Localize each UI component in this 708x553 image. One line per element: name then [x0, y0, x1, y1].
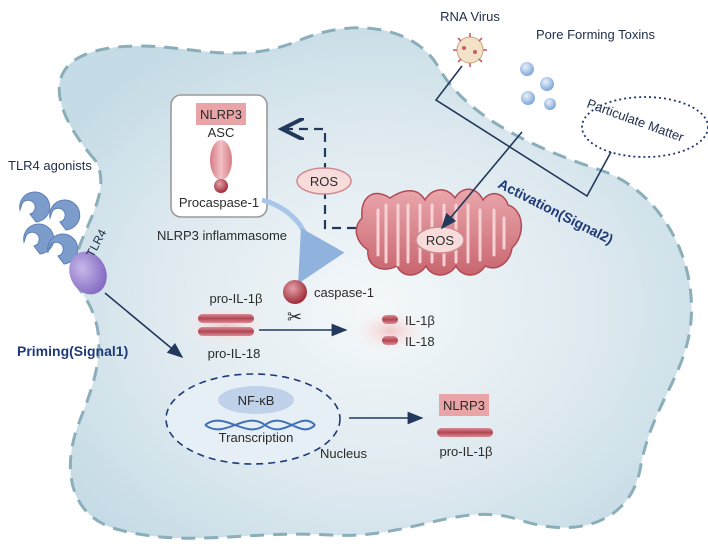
ros-mito-label: ROS — [426, 233, 455, 248]
nlrp3-box — [196, 103, 246, 125]
dna-helix — [204, 419, 316, 431]
scissors-icon: ✂ — [287, 307, 302, 327]
transcription-label: Transcription — [219, 430, 294, 445]
tlr4-receptor — [69, 251, 107, 295]
nlrp3-label: NLRP3 — [200, 107, 242, 122]
il1b-bar — [382, 315, 398, 324]
il18-bar — [382, 336, 398, 345]
caspase-label: caspase-1 — [314, 285, 374, 300]
il1b-label: IL-1β — [405, 313, 435, 328]
il18-label: IL-18 — [405, 334, 435, 349]
particulate-ellipse — [581, 96, 708, 158]
particulate-label: Particulate Matter — [585, 96, 686, 145]
rna-virus-label: RNA Virus — [440, 9, 500, 24]
il-glow — [350, 309, 430, 353]
priming-arrow — [104, 292, 184, 359]
procaspase-label: Procaspase-1 — [179, 195, 259, 210]
pore-toxins-label: Pore Forming Toxins — [536, 27, 655, 42]
nucleus — [165, 373, 341, 465]
toxin-dots — [520, 62, 556, 110]
pro-il1b-label: pro-IL-1β — [210, 291, 263, 306]
pro-il18-bar — [198, 327, 254, 336]
inflammasome-label: NLRP3 inflammasome — [157, 228, 287, 243]
caspase-dot — [283, 280, 307, 304]
tlr4-agonist-icons — [19, 191, 81, 265]
nfkb-blob — [218, 386, 294, 414]
ros-dashed-line — [323, 190, 378, 230]
pro-il18-label: pro-IL-18 — [208, 346, 261, 361]
activation-lines — [434, 65, 612, 230]
pro-il1b-out-label: pro-IL-1β — [440, 444, 493, 459]
priming-label: Priming(Signal1) — [17, 343, 128, 359]
pro-il1b-bar — [198, 314, 254, 323]
ros-mito-bubble — [415, 226, 465, 254]
ros-cyto-bubble — [296, 167, 352, 195]
pro-il1b-out-bar — [437, 428, 493, 437]
asc-label: ASC — [208, 125, 235, 140]
procaspase-dot — [214, 179, 228, 193]
nlrp3-out-box — [439, 394, 489, 416]
nlrp3-out-label: NLRP3 — [443, 398, 485, 413]
ros-cyto-label: ROS — [310, 174, 339, 189]
pro-il-glow — [182, 304, 270, 348]
asc-shape — [210, 140, 232, 180]
nfkb-label: NF-κB — [238, 393, 275, 408]
rna-virus-icon — [453, 33, 487, 67]
tlr4-agonists-label: TLR4 agonists — [8, 158, 92, 173]
nucleus-label: Nucleus — [320, 446, 367, 461]
curved-arrow — [261, 197, 345, 284]
